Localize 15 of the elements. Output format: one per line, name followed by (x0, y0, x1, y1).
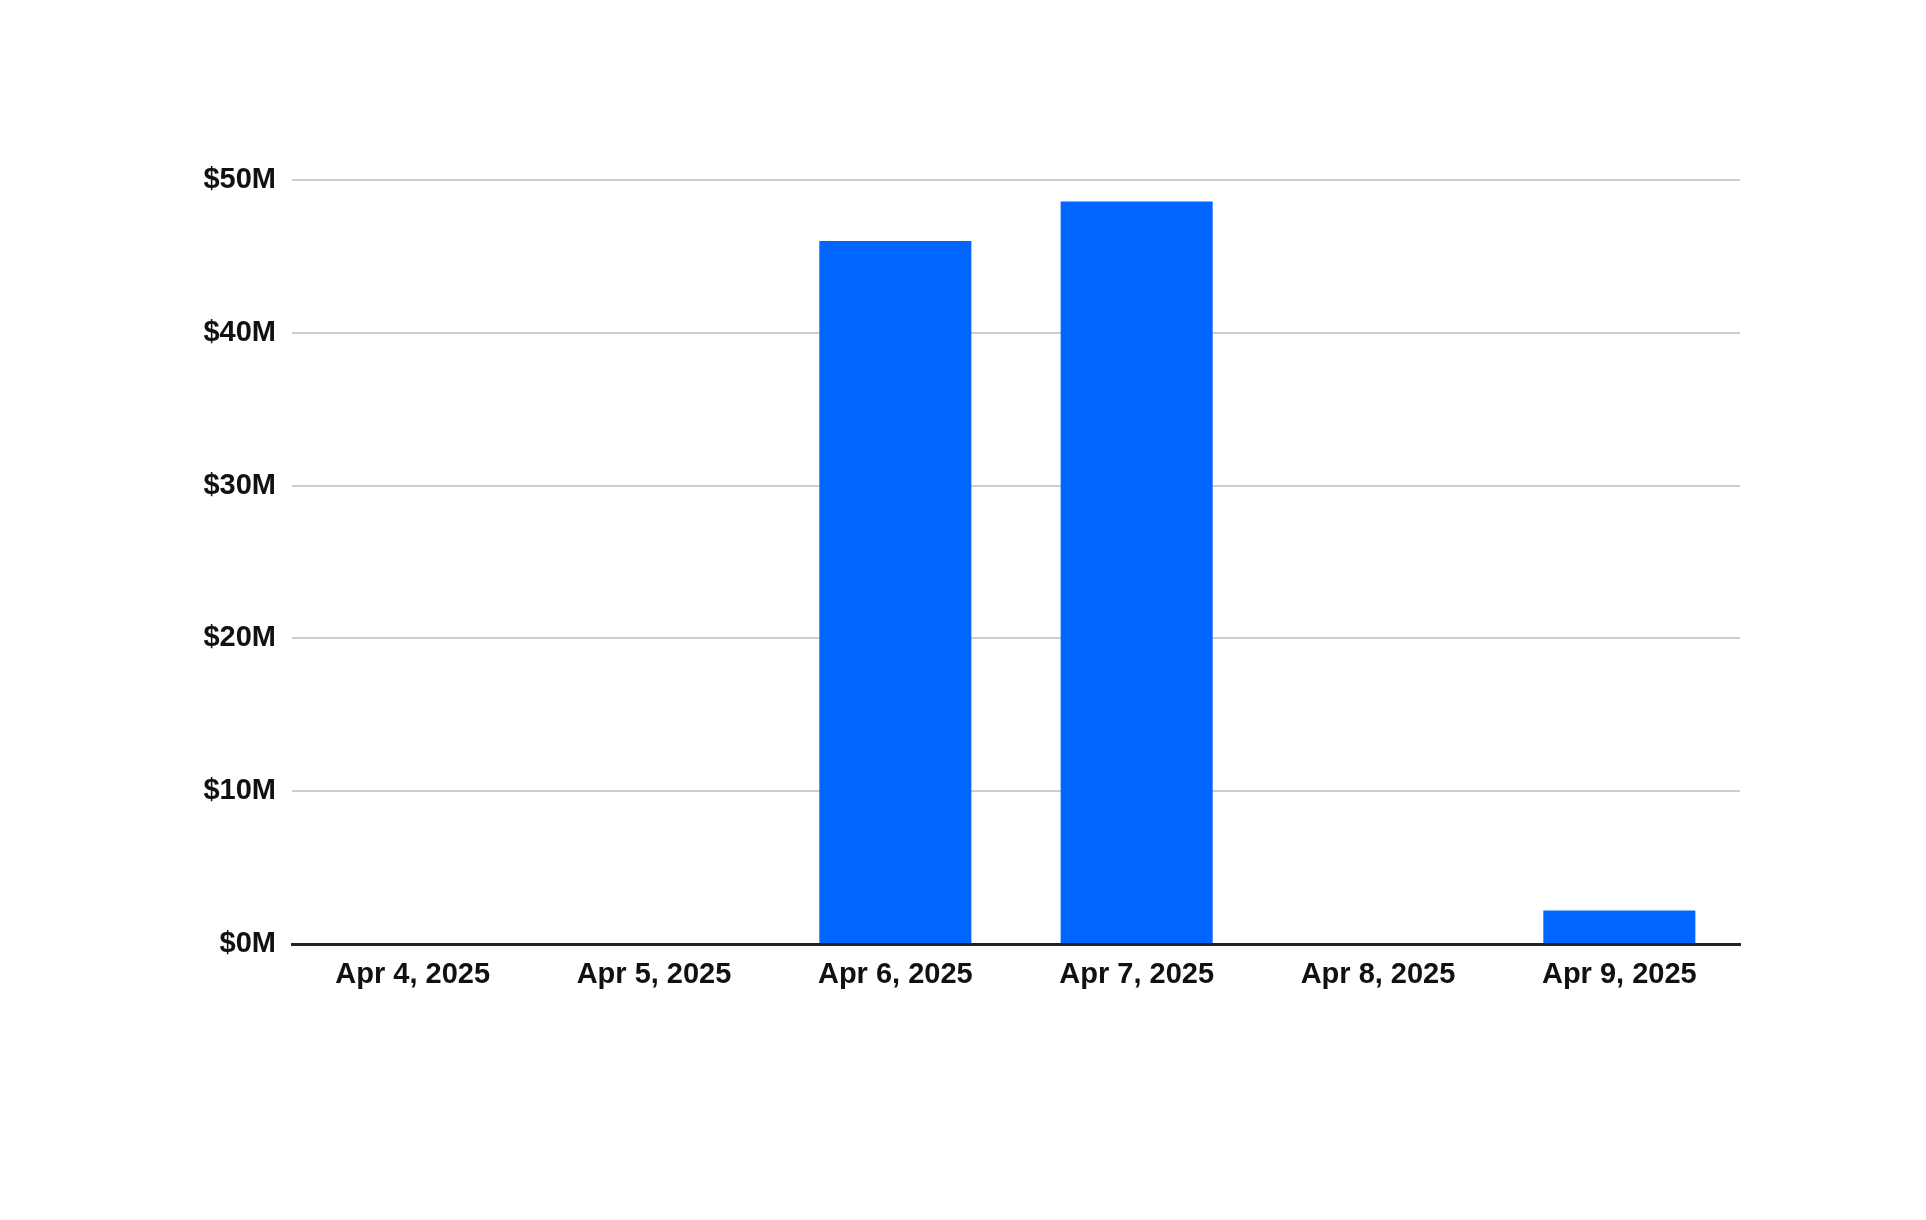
y-tick-label: $10M (203, 773, 276, 806)
x-tick-label: Apr 8, 2025 (1300, 957, 1456, 990)
x-tick-label: Apr 7, 2025 (1059, 957, 1215, 990)
y-tick-label: $40M (203, 314, 276, 347)
x-tick-label: Apr 5, 2025 (576, 957, 732, 990)
bar (1060, 201, 1213, 943)
x-tick-label: Apr 6, 2025 (817, 957, 973, 990)
y-tick-label: $20M (203, 620, 276, 653)
x-tick-label: Apr 9, 2025 (1541, 957, 1697, 990)
y-tick-label: $0M (219, 926, 276, 958)
bar (1543, 910, 1696, 943)
bar (819, 241, 972, 943)
x-tick-label: Apr 4, 2025 (335, 957, 491, 990)
y-tick-label: $50M (203, 162, 276, 194)
y-tick-label: $30M (203, 467, 276, 500)
